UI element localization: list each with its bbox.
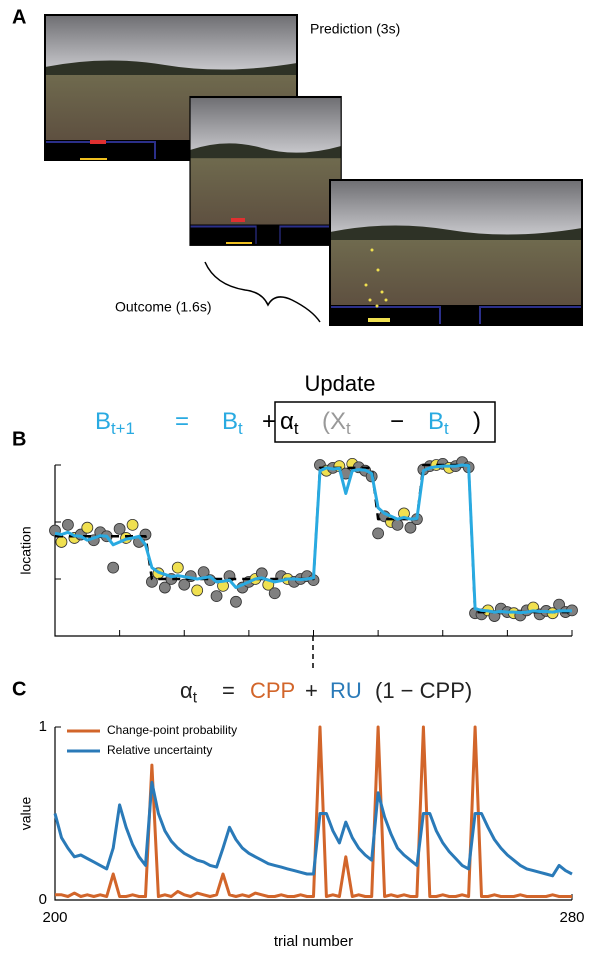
equation-term: αt	[180, 678, 198, 707]
equation-term: RU	[330, 678, 362, 703]
equation-subscript: t	[346, 420, 351, 439]
equation-symbol: (1 − CPP)	[375, 678, 472, 703]
series-line	[55, 725, 572, 898]
series-line	[53, 780, 573, 878]
observation	[55, 536, 68, 548]
observation	[126, 518, 139, 531]
equation-term: +	[305, 678, 318, 703]
brace	[204, 261, 321, 323]
equation-subscript: t	[193, 690, 198, 707]
legend-label: Change-point probability	[107, 723, 237, 737]
observation	[268, 587, 281, 600]
observation	[107, 561, 120, 574]
equation-term: (1 − CPP)	[375, 678, 472, 703]
screenshot-feedback	[329, 179, 583, 326]
equation-symbol: RU	[330, 678, 362, 703]
observation	[158, 581, 171, 594]
screenshot-outcome	[188, 95, 343, 246]
observation	[191, 584, 204, 597]
equation-symbol: B	[222, 408, 238, 435]
legend-label: Relative uncertainty	[107, 743, 212, 757]
equation-subscript: t	[238, 420, 243, 439]
panel-label: B	[12, 428, 26, 450]
equation-symbol: −	[390, 408, 404, 435]
y-axis-label: location	[18, 526, 34, 574]
coins	[364, 248, 390, 322]
observation	[391, 518, 404, 531]
stage-label: Outcome (1.6s)	[115, 299, 211, 315]
observation	[210, 590, 223, 602]
x-tick-label: 200	[42, 909, 67, 926]
panel-label: C	[12, 678, 26, 700]
equation-subscript: t	[294, 420, 299, 439]
equation-symbol: =	[222, 678, 235, 703]
equation-symbol: B	[95, 408, 111, 435]
equation-term: =	[175, 408, 189, 435]
y-tick-label: 0	[39, 891, 47, 908]
equation-term: (Xt	[322, 408, 351, 438]
observation	[171, 561, 184, 574]
prediction-marker	[231, 218, 245, 222]
observation	[230, 595, 242, 608]
observation	[81, 521, 94, 534]
equation-term: +	[262, 408, 276, 435]
prediction-marker	[90, 140, 106, 144]
stage-label: Prediction (3s)	[310, 21, 400, 37]
observation	[372, 527, 385, 540]
equation-term: −	[390, 408, 404, 435]
equation-term: Bt	[428, 408, 449, 438]
observation	[404, 521, 417, 534]
update-box	[274, 401, 496, 443]
update-label: Update	[305, 371, 376, 396]
equation-symbol: (X	[322, 408, 346, 435]
equation-symbol: )	[473, 408, 481, 435]
equation-subscript: t	[444, 420, 449, 439]
observation	[62, 518, 74, 531]
equation-term: CPP	[250, 678, 295, 703]
x-tick-label: 280	[559, 909, 584, 926]
observation	[178, 578, 191, 591]
equation-term: Bt+1	[95, 408, 135, 438]
equation-subscript: t+1	[111, 420, 135, 439]
equation-symbol: α	[180, 678, 193, 703]
equation-term: αt	[280, 408, 299, 438]
equation-symbol: +	[305, 678, 318, 703]
series-line	[54, 463, 572, 615]
x-axis-label: trial number	[274, 933, 353, 950]
equation-symbol: α	[280, 408, 294, 435]
observation	[113, 522, 126, 535]
panel-label: A	[12, 6, 26, 28]
y-axis-label: value	[18, 797, 34, 831]
y-tick-label: 1	[39, 718, 47, 735]
equation-symbol: +	[262, 408, 276, 435]
equation-term: Bt	[222, 408, 243, 438]
equation-symbol: B	[428, 408, 444, 435]
equation-symbol: =	[175, 408, 189, 435]
equation-symbol: CPP	[250, 678, 295, 703]
equation-term: =	[222, 678, 235, 703]
equation-term: )	[473, 408, 481, 435]
